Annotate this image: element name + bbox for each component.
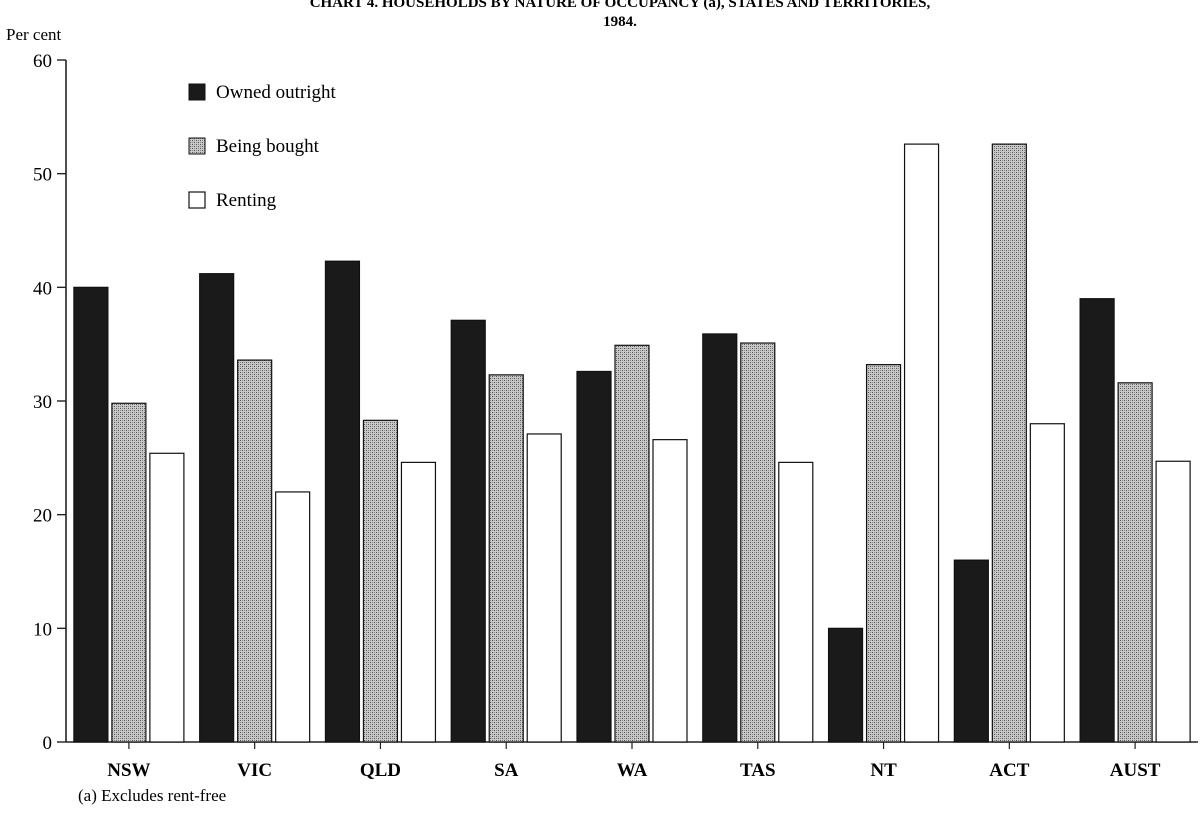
bar-being-bought-nt — [865, 364, 902, 743]
footnote: (a) Excludes rent-free — [78, 786, 226, 805]
legend-label-renting: Renting — [216, 190, 277, 211]
x-tick-label-qld: QLD — [360, 760, 401, 781]
bar-being-bought-vic — [237, 359, 273, 743]
bar-owned-outright-wa — [576, 370, 612, 743]
bar-owned-outright-sa — [450, 319, 486, 743]
x-tick-label-vic: VIC — [237, 760, 272, 781]
x-tick-label-aust: AUST — [1110, 760, 1161, 781]
bar-renting-qld — [400, 461, 437, 743]
bar-owned-outright-tas — [702, 333, 738, 743]
bar-being-bought-nsw — [111, 402, 147, 743]
x-tick-label-sa: SA — [494, 760, 519, 781]
bar-renting-vic — [275, 491, 311, 743]
x-tick-label-nt: NT — [870, 760, 897, 781]
y-axis-unit-label: Per cent — [6, 25, 62, 44]
y-tick-label: 40 — [33, 278, 52, 299]
bar-owned-outright-act — [953, 559, 989, 743]
bar-being-bought-qld — [362, 419, 399, 743]
x-tick-label-nsw: NSW — [107, 760, 150, 781]
bar-being-bought-wa — [614, 344, 650, 743]
bar-owned-outright-nsw — [73, 286, 109, 743]
y-tick-label: 0 — [43, 733, 53, 754]
category-labels: NSW VIC QLD SA WA TAS NT ACT AUST — [107, 742, 1161, 781]
y-ticks: 0 10 20 30 40 50 60 — [33, 51, 66, 754]
legend: Owned outright Being bought Renting — [188, 82, 337, 211]
bar-renting-nsw — [149, 452, 185, 743]
chart-title-line2: 1984. — [603, 14, 637, 30]
x-tick-label-wa: WA — [617, 760, 648, 781]
bar-renting-act — [1029, 423, 1065, 743]
chart-title: CHART 4. HOUSEHOLDS BY NATURE OF OCCUPAN… — [310, 0, 931, 11]
x-tick-label-tas: TAS — [740, 760, 776, 781]
y-tick-label: 10 — [33, 619, 52, 640]
bar-owned-outright-aust — [1079, 298, 1115, 743]
bar-being-bought-sa — [488, 374, 524, 743]
x-tick-label-act: ACT — [989, 760, 1029, 781]
legend-swatch-owned-outright — [188, 83, 206, 101]
y-tick-label: 60 — [33, 51, 52, 72]
bar-renting-sa — [526, 433, 562, 743]
bar-renting-wa — [652, 439, 688, 743]
bar-owned-outright-nt — [827, 627, 864, 743]
legend-swatch-renting — [188, 191, 206, 209]
legend-swatch-being-bought — [188, 137, 206, 155]
bar-owned-outright-qld — [324, 260, 361, 743]
bar-being-bought-aust — [1117, 382, 1153, 743]
bar-renting-nt — [903, 143, 940, 743]
y-tick-label: 50 — [33, 165, 52, 186]
legend-label-being-bought: Being bought — [216, 136, 320, 157]
legend-label-owned-outright: Owned outright — [216, 82, 337, 103]
bar-owned-outright-vic — [199, 273, 235, 743]
bar-being-bought-tas — [740, 342, 776, 743]
y-tick-label: 20 — [33, 506, 52, 527]
bar-renting-tas — [778, 461, 814, 743]
bar-being-bought-act — [991, 143, 1027, 743]
y-tick-label: 30 — [33, 392, 52, 413]
bar-renting-aust — [1155, 460, 1191, 743]
bars — [73, 143, 1191, 743]
